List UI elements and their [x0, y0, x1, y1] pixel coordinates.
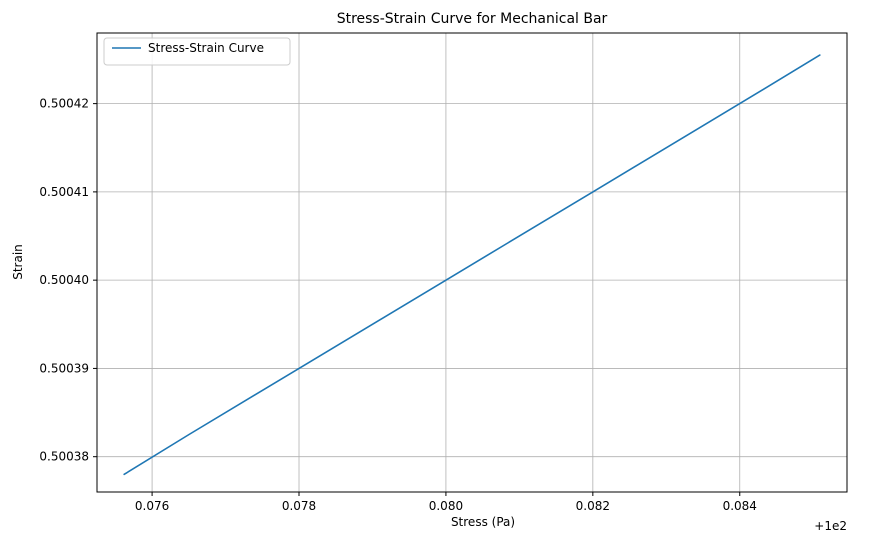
x-axis-offset-label: +1e2 [814, 519, 847, 533]
y-axis: 0.50038 0.50039 0.50040 0.50041 0.50042 [39, 97, 97, 464]
y-axis-label: Strain [11, 244, 25, 280]
x-tick-label: 0.080 [429, 499, 463, 513]
x-axis-label: Stress (Pa) [451, 515, 515, 529]
grid [97, 33, 847, 492]
x-tick-label: 0.076 [135, 499, 169, 513]
x-axis: 0.076 0.078 0.080 0.082 0.084 [135, 492, 757, 513]
y-tick-label: 0.50042 [39, 97, 89, 111]
x-tick-label: 0.082 [576, 499, 610, 513]
plot-area-frame [96, 32, 848, 493]
legend: Stress-Strain Curve [103, 37, 291, 66]
legend-box [103, 37, 291, 66]
legend-entry-label: Stress-Strain Curve [148, 41, 264, 55]
y-tick-label: 0.50038 [39, 450, 89, 464]
y-tick-label: 0.50040 [39, 273, 89, 287]
y-tick-label: 0.50039 [39, 361, 89, 375]
series-line [123, 54, 821, 476]
x-tick-label: 0.084 [723, 499, 757, 513]
x-tick-label: 0.078 [282, 499, 316, 513]
chart-title: Stress-Strain Curve for Mechanical Bar [337, 11, 608, 27]
series-layer [123, 54, 821, 476]
y-tick-label: 0.50041 [39, 185, 89, 199]
